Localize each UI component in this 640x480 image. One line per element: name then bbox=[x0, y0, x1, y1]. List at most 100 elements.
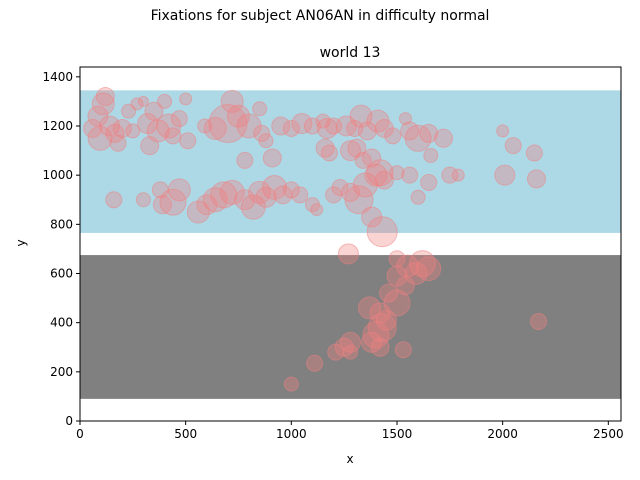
fixation-point bbox=[433, 128, 453, 148]
fixation-point bbox=[320, 144, 338, 162]
fixation-point bbox=[146, 119, 170, 143]
fixation-point bbox=[291, 113, 313, 135]
y-tick-label: 200 bbox=[50, 365, 73, 379]
fixation-point bbox=[105, 191, 123, 209]
fixation-point bbox=[167, 178, 191, 202]
fixation-point bbox=[135, 192, 151, 208]
fixation-point bbox=[374, 170, 394, 190]
fixation-point bbox=[170, 110, 188, 128]
fixation-point bbox=[384, 127, 402, 145]
fixation-point bbox=[203, 116, 227, 140]
fixation-point bbox=[394, 341, 412, 359]
region-1 bbox=[80, 255, 621, 399]
x-tick-label: 1500 bbox=[382, 427, 413, 441]
x-tick-label: 1000 bbox=[276, 427, 307, 441]
fixation-point bbox=[494, 164, 516, 186]
fixation-point bbox=[530, 312, 548, 330]
fixation-point bbox=[366, 216, 398, 248]
fixation-point bbox=[526, 169, 546, 189]
fixation-point bbox=[410, 189, 426, 205]
x-tick-label: 500 bbox=[174, 427, 197, 441]
fixation-point bbox=[375, 309, 397, 331]
fixation-point bbox=[423, 148, 439, 163]
x-tick-label: 0 bbox=[76, 427, 84, 441]
fixation-point bbox=[255, 186, 277, 208]
fixation-point bbox=[234, 189, 256, 211]
y-tick-label: 400 bbox=[50, 316, 73, 330]
fixation-point bbox=[331, 178, 349, 196]
x-tick-label: 2500 bbox=[593, 427, 624, 441]
fixation-point bbox=[262, 148, 282, 168]
x-axis-label: x bbox=[346, 452, 353, 466]
y-tick-label: 1000 bbox=[42, 168, 73, 182]
fixation-point bbox=[362, 321, 390, 349]
fixation-point bbox=[315, 138, 335, 158]
fixation-point bbox=[125, 123, 141, 139]
fixation-point bbox=[226, 104, 250, 128]
fixation-point bbox=[315, 113, 331, 129]
fixation-point bbox=[525, 144, 543, 162]
fixation-point bbox=[271, 116, 291, 136]
fixation-point bbox=[408, 250, 436, 278]
y-tick-label: 600 bbox=[50, 267, 73, 281]
fixation-point bbox=[282, 181, 300, 199]
fixation-point bbox=[389, 165, 405, 181]
fixation-point bbox=[344, 185, 374, 215]
fixation-point bbox=[343, 344, 358, 360]
fixation-point bbox=[341, 182, 360, 202]
fixation-point bbox=[202, 187, 228, 213]
fixation-point bbox=[370, 337, 390, 357]
fixation-point bbox=[236, 113, 262, 139]
fixation-point bbox=[504, 137, 522, 155]
fixation-point bbox=[220, 89, 244, 113]
fixation-point bbox=[253, 124, 271, 142]
fixation-point bbox=[112, 118, 132, 138]
y-tick-label: 1200 bbox=[42, 119, 73, 133]
fixation-point bbox=[186, 200, 210, 224]
fixation-point bbox=[383, 289, 411, 317]
fixation-point bbox=[419, 123, 439, 143]
fixation-point bbox=[420, 174, 438, 192]
fixation-point bbox=[137, 95, 149, 107]
fixation-point bbox=[157, 93, 173, 109]
fixation-point bbox=[416, 256, 442, 282]
fixation-point bbox=[219, 179, 245, 205]
fixation-point bbox=[179, 132, 197, 150]
fixation-point bbox=[334, 337, 354, 357]
fixation-point bbox=[261, 174, 287, 200]
fixation-point bbox=[258, 133, 274, 149]
fixation-point bbox=[95, 87, 115, 106]
fixation-point bbox=[282, 119, 300, 137]
fixation-point bbox=[109, 134, 127, 152]
y-axis-label: y bbox=[14, 239, 28, 246]
fixation-point bbox=[327, 343, 345, 361]
points-group bbox=[83, 87, 548, 392]
fixation-point bbox=[386, 265, 408, 287]
fixation-point bbox=[291, 186, 309, 204]
fixation-point bbox=[337, 243, 359, 265]
figure-suptitle: Fixations for subject AN06AN in difficul… bbox=[150, 8, 490, 24]
fixation-point bbox=[159, 188, 187, 216]
fixation-point bbox=[306, 354, 324, 372]
fixation-point bbox=[236, 151, 254, 169]
fixation-point bbox=[362, 148, 382, 168]
fixation-point bbox=[401, 166, 419, 184]
fixation-point bbox=[179, 92, 193, 106]
fixation-point bbox=[496, 124, 510, 138]
y-tick-label: 1400 bbox=[42, 70, 73, 84]
chart-title: world 13 bbox=[320, 45, 381, 61]
fixation-point bbox=[210, 181, 238, 209]
fixation-point bbox=[361, 331, 383, 353]
fixation-point bbox=[374, 118, 394, 138]
fixation-point bbox=[152, 195, 172, 215]
fixation-point bbox=[358, 296, 382, 320]
fixation-point bbox=[130, 97, 144, 111]
x-tick-label: 2000 bbox=[487, 427, 518, 441]
axes-frame bbox=[79, 66, 622, 422]
fixation-point bbox=[252, 101, 268, 117]
fixation-point bbox=[404, 124, 432, 152]
y-tick-label: 800 bbox=[50, 217, 73, 231]
fixation-point bbox=[451, 168, 465, 182]
